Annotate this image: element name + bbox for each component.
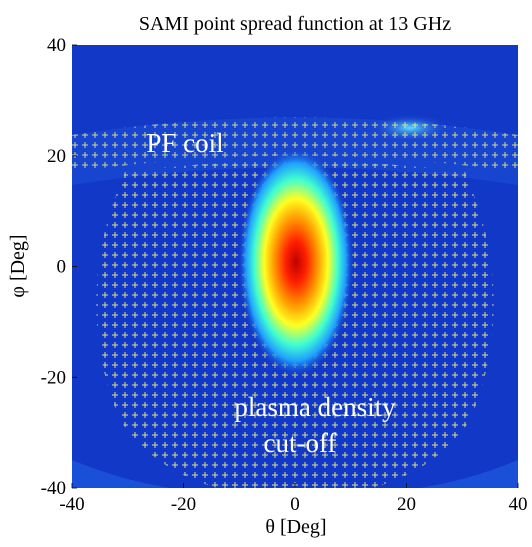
- annotation: PF coil: [146, 128, 223, 158]
- y-tick-label: 0: [57, 257, 67, 278]
- y-tick-label: -20: [41, 367, 66, 388]
- y-tick-label: 20: [47, 146, 66, 167]
- x-tick-label: 20: [397, 494, 416, 515]
- x-tick-label: 40: [509, 494, 528, 515]
- annotation: cut-off: [264, 428, 337, 458]
- y-tick-label: -40: [41, 478, 66, 499]
- chart-title: SAMI point spread function at 13 GHz: [139, 13, 451, 35]
- x-tick-label: 0: [290, 494, 300, 515]
- annotation: plasma density: [234, 392, 396, 422]
- y-axis-label: φ [Deg]: [7, 234, 29, 297]
- x-tick-label: -20: [171, 494, 196, 515]
- y-tick-label: 40: [47, 35, 66, 56]
- heatmap: [72, 45, 518, 488]
- x-axis-label: θ [Deg]: [265, 516, 326, 538]
- x-tick-label: -40: [59, 494, 84, 515]
